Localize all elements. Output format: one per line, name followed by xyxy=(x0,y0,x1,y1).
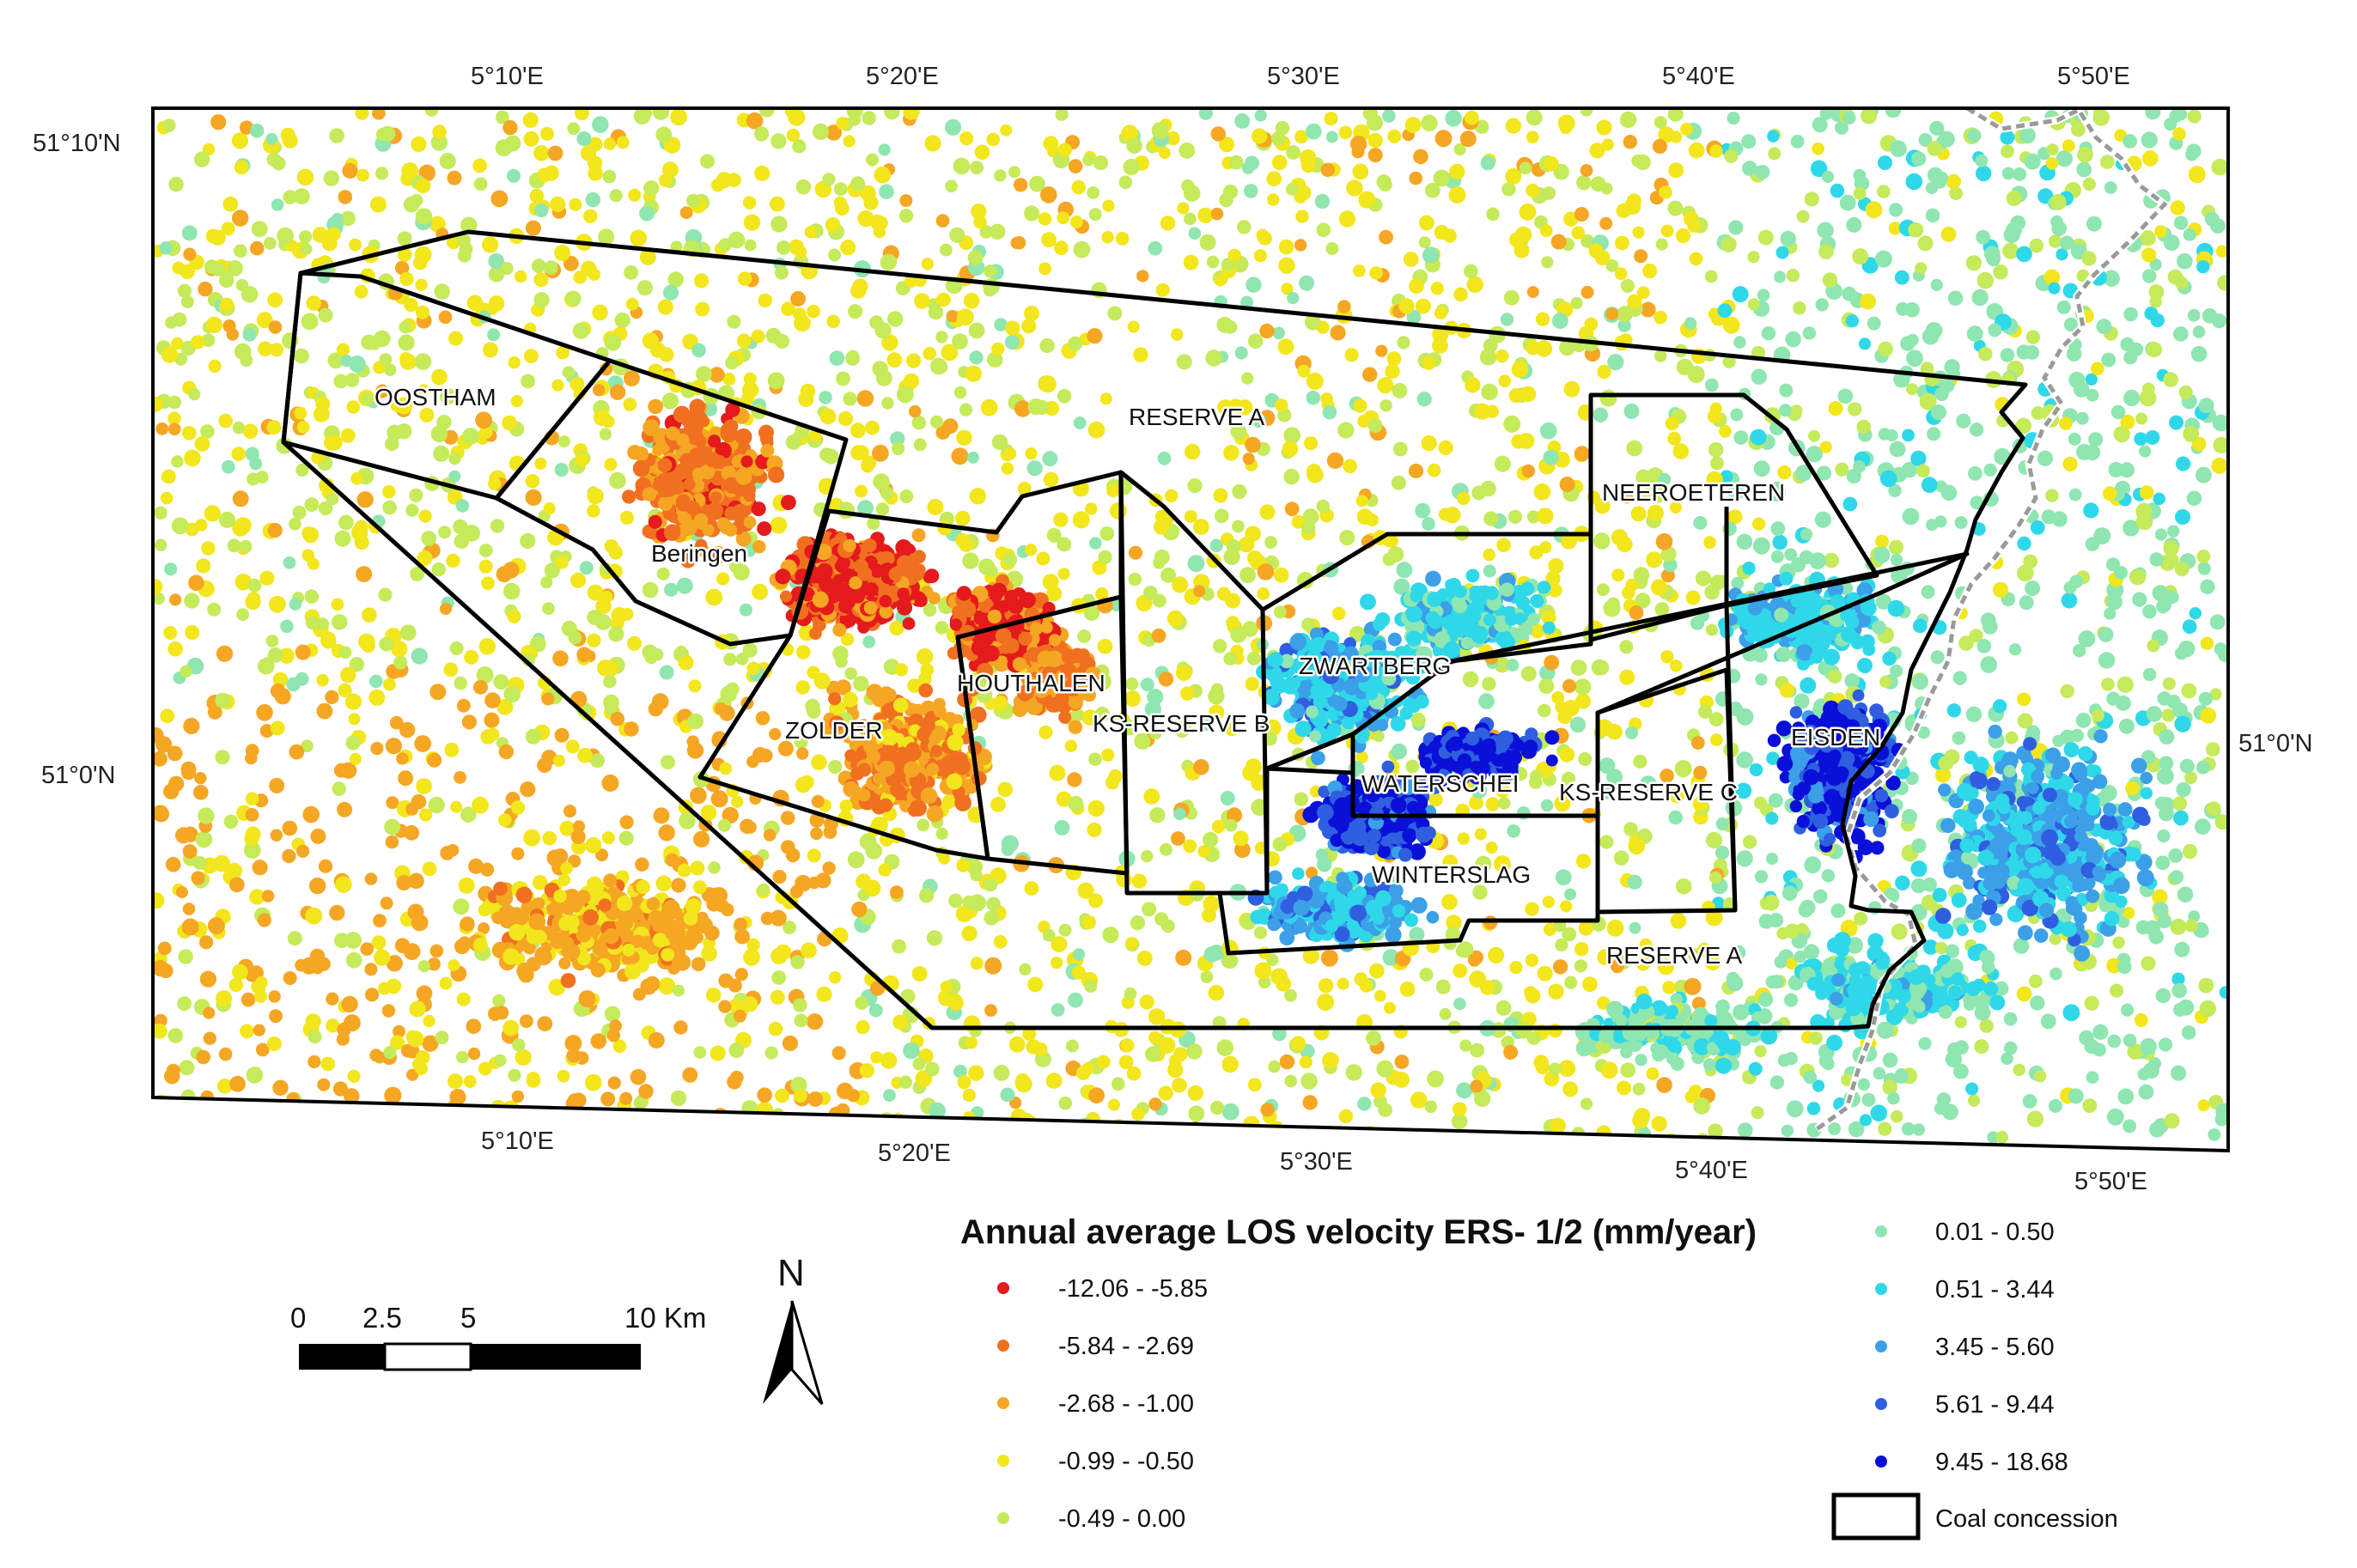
area-label-waterschei: WATERSCHEI xyxy=(1361,770,1520,797)
legend-title: Annual average LOS velocity ERS- 1/2 (mm… xyxy=(960,1213,1757,1251)
legend-swatch-5 xyxy=(1875,1225,1887,1237)
legend-items: -12.06 - -5.85 -5.84 - -2.69 -2.68 - -1.00… xyxy=(997,1219,2068,1533)
legend-label-4: -0.49 - 0.00 xyxy=(1058,1505,1185,1533)
area-label-houthalen: HOUTHALEN xyxy=(957,670,1105,696)
legend-label-6: 0.51 - 3.44 xyxy=(1935,1276,2055,1304)
scale-label-5: 5 xyxy=(460,1302,476,1334)
coord-left-1: 51°10'N xyxy=(33,130,121,157)
area-label-beringen: Beringen xyxy=(651,540,747,567)
legend-label-0: -12.06 - -5.85 xyxy=(1058,1275,1208,1303)
coord-bottom-3: 5°30'E xyxy=(1280,1148,1353,1176)
north-arrow: N xyxy=(763,1252,824,1405)
legend-concession-label: Coal concession xyxy=(1935,1505,2118,1533)
coal-concession-boundaries xyxy=(281,229,2028,1030)
legend-swatch-2 xyxy=(997,1397,1009,1409)
north-arrow-label: N xyxy=(777,1252,805,1294)
coord-bottom-4: 5°40'E xyxy=(1675,1157,1748,1184)
area-label-ks-reserve-b: KS-RESERVE B xyxy=(1093,710,1270,737)
coord-bottom-2: 5°20'E xyxy=(878,1140,951,1167)
area-label-ks-reserve-c: KS-RESERVE C xyxy=(1559,779,1738,805)
area-label-neeroeteren: NEEROETEREN xyxy=(1602,479,1785,506)
neeroeteren-boundary xyxy=(1588,392,1879,642)
concession-labels: OOSTHAM RESERVE A Beringen NEEROETEREN Z… xyxy=(373,382,1883,971)
scale-seg-1 xyxy=(299,1344,385,1370)
winterslag-boundary xyxy=(1217,766,1600,956)
scale-label-2-5: 2.5 xyxy=(362,1302,402,1334)
legend-label-8: 5.61 - 9.44 xyxy=(1935,1391,2055,1419)
scale-label-0: 0 xyxy=(290,1302,306,1334)
legend-swatch-7 xyxy=(1875,1340,1887,1352)
coord-left-2: 51°0'N xyxy=(41,762,115,789)
scale-seg-2 xyxy=(383,1342,472,1371)
legend-label-1: -5.84 - -2.69 xyxy=(1058,1333,1194,1360)
coord-top-1: 5°10'E xyxy=(471,63,544,90)
area-label-winterslag: WINTERSLAG xyxy=(1372,861,1531,888)
coord-right-1: 51°0'N xyxy=(2238,730,2312,757)
coord-bottom-5: 5°50'E xyxy=(2074,1168,2147,1195)
legend-label-7: 3.45 - 5.60 xyxy=(1935,1334,2055,1361)
map-frame-background xyxy=(153,108,2228,1151)
legend-swatch-0 xyxy=(997,1282,1009,1294)
legend-label-2: -2.68 - -1.00 xyxy=(1058,1390,1194,1418)
area-label-eisden: EISDEN xyxy=(1791,724,1880,751)
coord-top-4: 5°40'E xyxy=(1662,63,1735,90)
graticule-labels: 5°10'E 5°20'E 5°30'E 5°40'E 5°50'E 5°10'… xyxy=(33,63,2312,1195)
legend-swatch-4 xyxy=(997,1512,1009,1524)
outer-concession-boundary xyxy=(281,229,2028,1030)
area-label-reserve-a-north: RESERVE A xyxy=(1129,404,1265,430)
area-label-reserve-a-south: RESERVE A xyxy=(1606,942,1743,969)
legend-concession-symbol xyxy=(1831,1492,1921,1541)
legend-swatch-8 xyxy=(1875,1398,1887,1410)
north-arrow-left-half xyxy=(763,1301,792,1404)
legend-swatch-1 xyxy=(997,1340,1009,1352)
scale-label-10: 10 Km xyxy=(624,1302,706,1334)
beringen-boundary xyxy=(494,358,849,647)
ks-reserve-b-boundary xyxy=(1118,470,1270,896)
eisden-divider xyxy=(1724,507,1738,911)
country-border-line-dash xyxy=(1815,106,2168,1132)
coord-top-3: 5°30'E xyxy=(1267,63,1340,90)
north-arrow-right-half xyxy=(790,1300,824,1405)
legend-label-5: 0.01 - 0.50 xyxy=(1935,1219,2055,1246)
legend-swatch-6 xyxy=(1875,1283,1887,1295)
legend-swatch-3 xyxy=(997,1455,1009,1467)
coord-top-2: 5°20'E xyxy=(866,63,939,90)
legend-label-3: -0.99 - -0.50 xyxy=(1058,1448,1194,1475)
legend: Annual average LOS velocity ERS- 1/2 (mm… xyxy=(960,1213,2118,1541)
map-frame xyxy=(151,106,2230,1153)
coord-bottom-1: 5°10'E xyxy=(481,1127,554,1155)
area-label-oostham: OOSTHAM xyxy=(375,384,496,410)
legend-swatch-9 xyxy=(1875,1456,1887,1468)
scale-bar: 0 2.5 5 10 Km xyxy=(290,1302,706,1371)
area-label-zwartberg: ZWARTBERG xyxy=(1299,653,1451,679)
scale-seg-3 xyxy=(471,1344,641,1370)
area-label-zolder: ZOLDER xyxy=(785,717,883,744)
legend-label-9: 9.45 - 18.68 xyxy=(1935,1449,2068,1476)
coord-top-5: 5°50'E xyxy=(2057,63,2130,90)
